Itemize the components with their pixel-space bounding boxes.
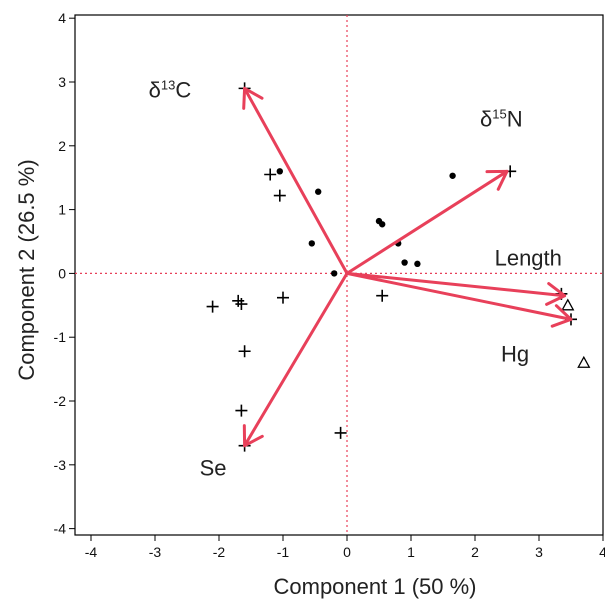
plus-point [334, 426, 347, 439]
y-tick-label: 4 [58, 10, 66, 26]
plus-point [232, 294, 245, 307]
plus-point [235, 298, 248, 311]
x-tick-label: -3 [149, 544, 162, 560]
vector-label-tail: C [175, 77, 191, 102]
vector-label: δ15N [480, 106, 523, 131]
vector-line [243, 86, 349, 275]
vector-arrowhead [545, 282, 567, 306]
vector-label-main: Hg [501, 341, 529, 366]
vector-label-main: Length [495, 246, 562, 271]
y-tick-label: -1 [54, 329, 67, 345]
y-tick-label: -4 [54, 521, 67, 537]
x-axis-title: Component 1 (50 %) [274, 574, 477, 599]
vector-label: δ13C [149, 77, 192, 102]
vector-label-main: δ [149, 77, 161, 102]
y-tick-label: 3 [58, 74, 66, 90]
dot-point [449, 172, 456, 179]
x-tick-label: 3 [535, 544, 543, 560]
triangle-point [577, 355, 591, 368]
vector-label-main: Se [200, 456, 227, 481]
vector-line [345, 169, 509, 275]
dot-point [308, 240, 315, 247]
dot-point [414, 260, 421, 268]
vector-arrowhead [485, 169, 509, 191]
vector-line [345, 271, 573, 321]
vector-label: Se [200, 456, 227, 481]
loading-vectors [242, 86, 573, 448]
x-tick-label: -2 [213, 544, 226, 560]
plus-point [273, 189, 286, 202]
dot-point [379, 221, 386, 228]
plus-point [264, 168, 277, 181]
vector-label-main: δ [480, 106, 492, 131]
plus-point [376, 289, 389, 302]
dot-point [331, 270, 338, 277]
vector-line [243, 271, 349, 448]
axis-ticks: -4 -3 -2 -1 0 1 2 3 4 -4 -3 -2 -1 0 1 2 3 4 [54, 10, 605, 560]
y-tick-label: 0 [58, 265, 66, 281]
dot-point [315, 188, 322, 195]
x-tick-label: -4 [85, 544, 98, 560]
dot-point [276, 168, 283, 175]
y-tick-label: 2 [58, 138, 66, 154]
vector-label-superscript: 13 [161, 77, 175, 92]
y-tick-label: -3 [54, 457, 67, 473]
x-tick-label: 0 [343, 544, 351, 560]
vector-line [345, 271, 567, 298]
plot-frame [74, 14, 604, 536]
vector-label: Length [495, 246, 562, 271]
y-tick-label: 1 [58, 202, 66, 218]
plus-point [238, 345, 251, 358]
plus-point [235, 404, 248, 417]
vector-arrowhead [242, 86, 264, 110]
vector-label-tail: N [507, 106, 523, 131]
triangle-point [561, 298, 575, 311]
x-tick-label: 4 [599, 544, 605, 560]
x-tick-label: 1 [407, 544, 415, 560]
vector-arrowhead [242, 424, 264, 448]
plus-point [206, 300, 219, 313]
vector-arrowhead [550, 304, 573, 328]
y-axis-title: Component 2 (26.5 %) [14, 159, 39, 380]
vector-label-superscript: 15 [492, 106, 506, 121]
dot-point [401, 259, 408, 266]
x-tick-label: -1 [277, 544, 290, 560]
plus-point [277, 291, 289, 304]
y-tick-label: -2 [54, 393, 67, 409]
vector-label: Hg [501, 341, 529, 366]
x-tick-label: 2 [471, 544, 479, 560]
